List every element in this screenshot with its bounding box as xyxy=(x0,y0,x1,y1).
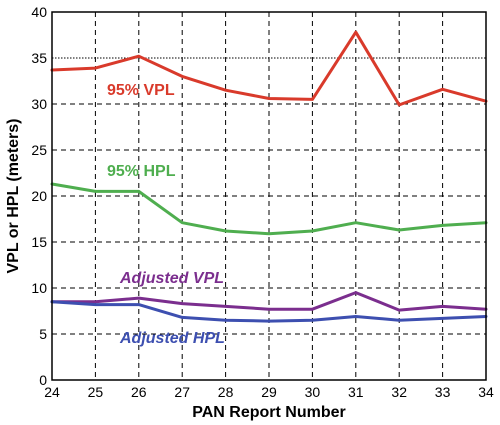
x-axis-title: PAN Report Number xyxy=(192,404,346,421)
y-axis-title: VPL or HPL (meters) xyxy=(5,118,22,273)
x-tick-label: 30 xyxy=(305,384,321,400)
grid-lines xyxy=(52,12,486,380)
series-lines xyxy=(50,30,488,323)
x-tick-label: 29 xyxy=(261,384,277,400)
y-tick-labels: 0 5 10 15 20 25 30 35 40 xyxy=(31,4,47,388)
x-tick-label: 27 xyxy=(174,384,190,400)
x-tick-label: 28 xyxy=(218,384,234,400)
y-tick-label: 40 xyxy=(31,4,47,20)
series-line-adjusted-hpl xyxy=(50,300,488,323)
y-tick-label: 10 xyxy=(31,280,47,296)
y-tick-label: 30 xyxy=(31,96,47,112)
x-tick-label: 31 xyxy=(348,384,364,400)
x-tick-label: 34 xyxy=(478,384,494,400)
series-label: 95% VPL xyxy=(107,82,175,99)
x-tick-label: 33 xyxy=(435,384,451,400)
series-label: Adjusted VPL xyxy=(119,270,224,287)
series-labels: 95% VPL 95% HPL Adjusted VPL Adjusted HPL xyxy=(107,82,225,347)
x-tick-label: 25 xyxy=(88,384,104,400)
x-tick-label: 24 xyxy=(44,384,60,400)
y-tick-label: 35 xyxy=(31,50,47,66)
y-tick-label: 25 xyxy=(31,142,47,158)
x-tick-label: 26 xyxy=(131,384,147,400)
y-tick-label: 5 xyxy=(39,326,47,342)
series-line-95-vpl xyxy=(50,30,488,107)
y-tick-label: 0 xyxy=(39,372,47,388)
y-tick-label: 20 xyxy=(31,188,47,204)
y-tick-label: 15 xyxy=(31,234,47,250)
series-label: 95% HPL xyxy=(107,163,176,180)
series-line-adjusted-vpl xyxy=(50,291,488,312)
series-label: Adjusted HPL xyxy=(119,330,225,347)
x-tick-labels: 24 25 26 27 28 29 30 31 32 33 34 xyxy=(44,384,494,400)
plot-frame xyxy=(51,11,487,381)
x-tick-label: 32 xyxy=(391,384,407,400)
series-line-95-hpl xyxy=(50,182,488,236)
